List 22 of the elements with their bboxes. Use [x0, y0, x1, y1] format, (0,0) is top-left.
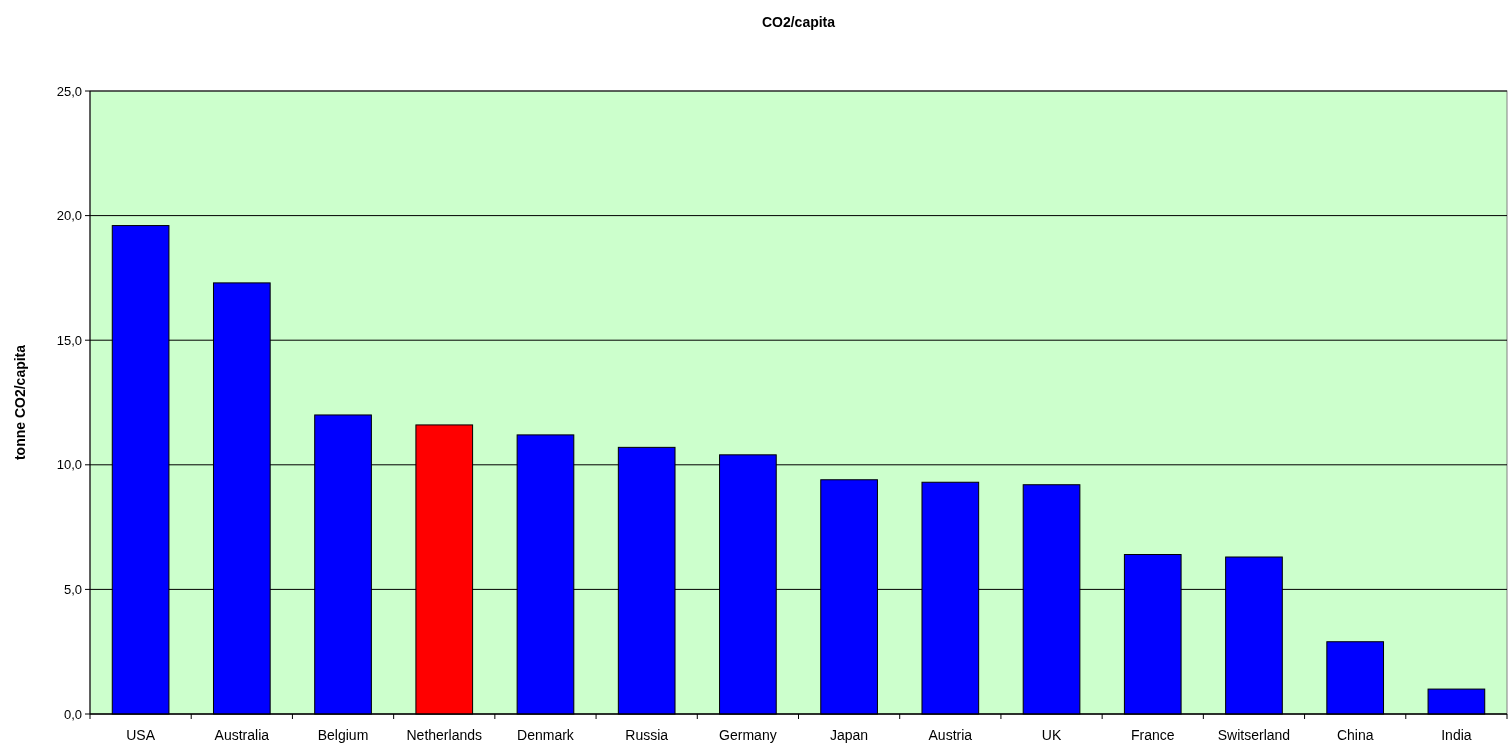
x-tick-label: USA [126, 727, 156, 743]
y-tick-label: 5,0 [63, 581, 82, 597]
x-tick-label: Austria [928, 727, 973, 743]
chart-title: CO2/capita [761, 14, 836, 30]
x-tick-label: Australia [214, 727, 270, 743]
x-tick-label: UK [1041, 727, 1062, 743]
x-tick-label: Netherlands [406, 727, 482, 743]
x-tick-label: Germany [719, 727, 777, 743]
x-tick-label: Denmark [517, 727, 575, 743]
x-tick-label: Japan [830, 727, 869, 743]
y-tick-label: 15,0 [56, 332, 82, 348]
x-tick-label: Belgium [317, 727, 369, 743]
y-axis-title: tonne CO2/capita [12, 344, 28, 461]
y-tick-label: 20,0 [56, 208, 82, 224]
x-tick-label: China [1336, 727, 1374, 743]
x-tick-label: France [1130, 727, 1175, 743]
y-tick-label: 10,0 [56, 457, 82, 473]
x-tick-label: Russia [625, 727, 669, 743]
y-tick-label: 25,0 [56, 83, 82, 99]
x-tick-label: India [1441, 727, 1472, 743]
y-tick-label: 0,0 [63, 706, 82, 722]
x-tick-label: Switserland [1217, 727, 1291, 743]
